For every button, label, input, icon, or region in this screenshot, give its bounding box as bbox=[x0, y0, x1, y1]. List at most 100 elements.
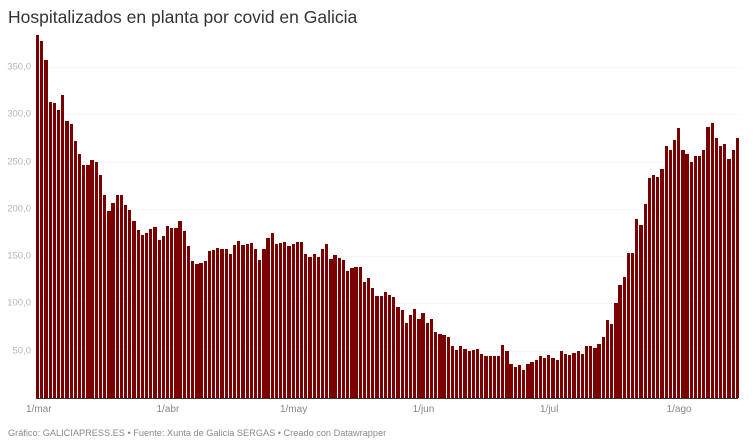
bar bbox=[450, 345, 455, 398]
bar bbox=[56, 110, 61, 398]
bar bbox=[136, 229, 140, 398]
plot-area bbox=[36, 30, 740, 399]
bar bbox=[584, 345, 589, 398]
bar bbox=[224, 249, 228, 398]
bar bbox=[446, 337, 450, 398]
bar bbox=[723, 143, 727, 398]
bar bbox=[73, 140, 77, 398]
bar bbox=[475, 348, 480, 398]
bar bbox=[421, 312, 425, 398]
bar bbox=[232, 244, 237, 398]
bar bbox=[182, 230, 186, 398]
bar bbox=[195, 263, 199, 398]
bar bbox=[253, 248, 258, 398]
bar bbox=[157, 240, 161, 398]
x-tick-label: 1/mar bbox=[26, 404, 52, 415]
bar bbox=[576, 350, 580, 398]
bar bbox=[572, 352, 576, 398]
bar bbox=[367, 277, 371, 398]
x-axis-baseline bbox=[36, 398, 738, 399]
bar bbox=[542, 358, 547, 398]
bar bbox=[392, 296, 396, 398]
bar bbox=[555, 360, 559, 398]
bar bbox=[128, 209, 132, 398]
bar bbox=[605, 320, 610, 398]
bar bbox=[626, 253, 631, 398]
bar bbox=[103, 194, 107, 398]
bar bbox=[509, 363, 513, 398]
bar bbox=[304, 254, 308, 398]
bar bbox=[295, 241, 300, 398]
bar bbox=[396, 307, 400, 398]
bar bbox=[69, 123, 73, 398]
bar bbox=[283, 241, 287, 398]
bar bbox=[44, 60, 48, 398]
bar bbox=[86, 165, 90, 398]
y-tick-label: 50,0 bbox=[12, 345, 32, 357]
bar bbox=[203, 260, 207, 398]
bar bbox=[48, 101, 52, 398]
bar bbox=[174, 227, 178, 398]
bar bbox=[429, 319, 434, 398]
bar bbox=[165, 225, 170, 398]
bar bbox=[387, 294, 392, 398]
bar bbox=[463, 348, 467, 398]
bar bbox=[434, 331, 438, 398]
bar bbox=[534, 360, 538, 398]
bar bbox=[82, 165, 86, 398]
bar bbox=[111, 203, 115, 398]
bar bbox=[438, 333, 442, 398]
bar-series bbox=[36, 30, 740, 399]
bar bbox=[329, 258, 333, 398]
bar bbox=[199, 262, 203, 398]
bar bbox=[480, 353, 484, 398]
bar bbox=[735, 137, 739, 398]
bar bbox=[216, 247, 220, 398]
bar bbox=[593, 347, 597, 398]
gridline bbox=[36, 256, 740, 258]
bar bbox=[425, 323, 429, 398]
y-tick-label: 150,0 bbox=[7, 250, 31, 262]
bar bbox=[371, 288, 375, 398]
bar bbox=[698, 155, 702, 398]
bar bbox=[501, 345, 505, 398]
bar bbox=[718, 146, 723, 398]
bar bbox=[731, 150, 735, 398]
bar bbox=[635, 219, 639, 398]
bar bbox=[52, 102, 57, 398]
bar bbox=[702, 150, 706, 398]
bar bbox=[647, 177, 652, 398]
bar bbox=[358, 266, 362, 398]
bar bbox=[597, 344, 601, 398]
bar bbox=[651, 174, 656, 398]
bar bbox=[622, 276, 626, 398]
bar bbox=[211, 250, 216, 398]
bar bbox=[245, 243, 249, 398]
bar bbox=[241, 244, 245, 398]
bar bbox=[320, 248, 325, 398]
x-tick-label: 1/ago bbox=[666, 404, 692, 415]
bar bbox=[471, 349, 476, 398]
bar bbox=[186, 245, 191, 398]
bar bbox=[677, 128, 681, 398]
bar bbox=[140, 235, 145, 398]
bar bbox=[375, 295, 379, 398]
bar bbox=[258, 259, 262, 398]
x-tick-label: 1/jul bbox=[539, 404, 559, 415]
bar bbox=[706, 126, 710, 398]
bar bbox=[279, 242, 283, 398]
bar bbox=[417, 319, 421, 398]
bar bbox=[664, 146, 668, 398]
gridline bbox=[36, 66, 740, 68]
bar bbox=[77, 153, 82, 398]
bar bbox=[685, 153, 689, 398]
y-tick-label: 100,0 bbox=[7, 297, 31, 309]
y-tick-label: 200,0 bbox=[7, 203, 31, 215]
bar bbox=[610, 324, 614, 398]
bar bbox=[153, 226, 157, 398]
bar bbox=[161, 236, 165, 398]
bar bbox=[526, 363, 530, 398]
bar bbox=[404, 323, 408, 398]
bar bbox=[316, 257, 320, 398]
bar bbox=[337, 258, 341, 398]
